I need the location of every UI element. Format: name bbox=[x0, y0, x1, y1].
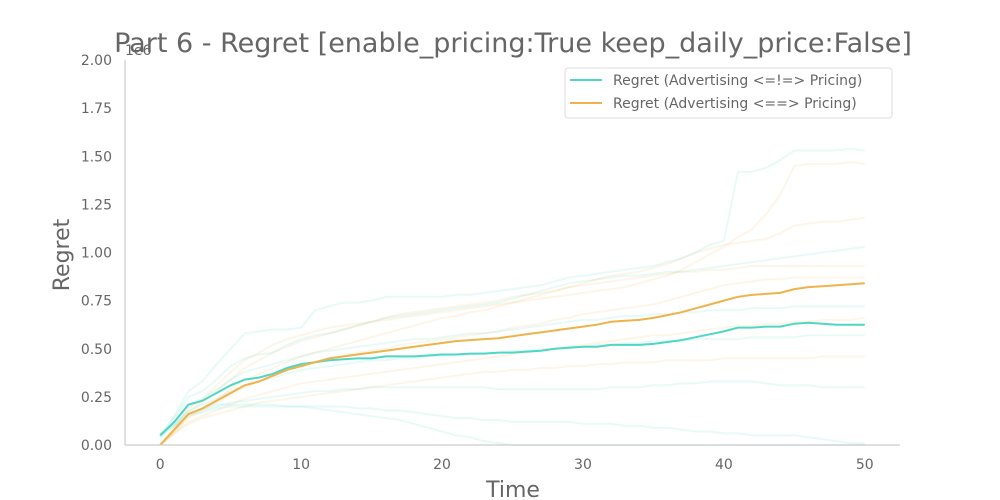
y-tick-label: 1.50 bbox=[81, 149, 112, 165]
legend-label-orange: Regret (Advertising <==> Pricing) bbox=[613, 96, 857, 112]
run-teal-3 bbox=[159, 334, 865, 435]
run-orange-5 bbox=[159, 355, 865, 446]
y-tick-label: 1.00 bbox=[81, 246, 112, 262]
individual-runs bbox=[159, 147, 865, 446]
run-teal-6 bbox=[159, 403, 865, 446]
run-orange-1 bbox=[159, 216, 865, 446]
x-tick-label: 30 bbox=[574, 457, 592, 473]
x-tick-label: 50 bbox=[856, 457, 874, 473]
y-axis-label: Regret bbox=[50, 218, 75, 291]
run-teal-5 bbox=[159, 405, 865, 445]
y-tick-label: 1.75 bbox=[81, 101, 112, 117]
y-offset-label: 1e6 bbox=[125, 43, 152, 59]
series-line-orange bbox=[159, 282, 865, 446]
run-teal-4 bbox=[159, 380, 865, 439]
y-ticks: 0.00 0.25 0.50 0.75 1.00 1.25 1.50 1.75 2.00 bbox=[81, 53, 112, 454]
y-tick-label: 2.00 bbox=[81, 53, 112, 69]
series-lines bbox=[159, 282, 865, 446]
run-orange-0 bbox=[159, 160, 865, 446]
y-tick-label: 0.75 bbox=[81, 294, 112, 310]
chart-title: Part 6 - Regret [enable_pricing:True kee… bbox=[114, 28, 912, 59]
x-ticks: 0 10 20 30 40 50 bbox=[156, 457, 874, 473]
run-teal-1 bbox=[159, 245, 865, 438]
x-tick-label: 20 bbox=[433, 457, 451, 473]
y-tick-label: 0.25 bbox=[81, 390, 112, 406]
y-tick-label: 0.00 bbox=[81, 438, 112, 454]
legend: Regret (Advertising <=!=> Pricing) Regre… bbox=[564, 67, 893, 119]
legend-label-teal: Regret (Advertising <=!=> Pricing) bbox=[613, 73, 862, 89]
run-teal-2 bbox=[159, 305, 865, 437]
x-tick-label: 0 bbox=[156, 457, 165, 473]
x-tick-label: 10 bbox=[292, 457, 310, 473]
legend-box bbox=[564, 67, 893, 119]
x-tick-label: 40 bbox=[715, 457, 733, 473]
x-axis-label: Time bbox=[485, 478, 540, 500]
run-teal-0 bbox=[159, 147, 865, 436]
y-tick-label: 0.50 bbox=[81, 342, 112, 358]
run-orange-2 bbox=[159, 265, 865, 446]
y-tick-label: 1.25 bbox=[81, 197, 112, 213]
run-orange-4 bbox=[159, 316, 865, 446]
series-line-teal bbox=[159, 321, 865, 437]
